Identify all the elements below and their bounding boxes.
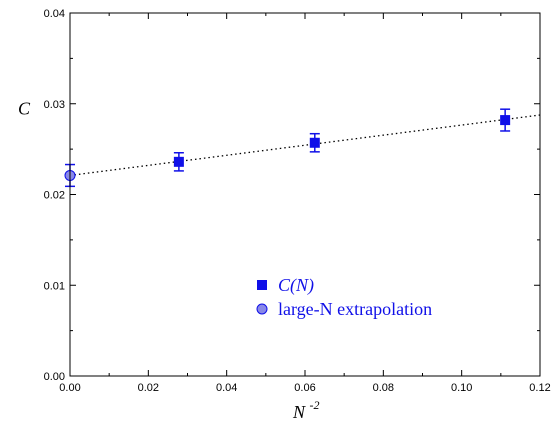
data-point bbox=[173, 152, 184, 172]
x-axis-title-exponent: -2 bbox=[310, 398, 320, 412]
square-marker bbox=[173, 156, 184, 167]
data-point bbox=[500, 108, 511, 132]
data-point bbox=[309, 132, 320, 153]
y-tick-label: 0.00 bbox=[44, 371, 65, 383]
x-axis-title-base: N bbox=[292, 402, 306, 422]
legend: C(N) large-N extrapolation bbox=[256, 275, 432, 319]
square-marker bbox=[309, 137, 320, 148]
x-tick-label: 0.04 bbox=[216, 382, 237, 394]
legend-square-marker bbox=[257, 280, 267, 290]
legend-label: C(N) bbox=[278, 275, 314, 296]
y-axis-title: C bbox=[18, 98, 31, 118]
y-tick-label: 0.01 bbox=[44, 280, 65, 292]
x-axis-title: N -2 bbox=[292, 398, 320, 422]
x-tick-label: 0.02 bbox=[138, 382, 159, 394]
x-tick-label: 0.12 bbox=[529, 382, 550, 394]
x-tick-label: 0.06 bbox=[294, 382, 315, 394]
legend-label: large-N extrapolation bbox=[278, 299, 432, 319]
x-tick-label: 0.10 bbox=[451, 382, 472, 394]
x-tick-label: 0.08 bbox=[373, 382, 394, 394]
x-tick-label: 0.00 bbox=[59, 382, 80, 394]
y-tick-label: 0.04 bbox=[44, 8, 65, 20]
legend-circle-marker bbox=[256, 303, 268, 315]
square-marker bbox=[500, 115, 511, 126]
y-tick-label: 0.03 bbox=[44, 99, 65, 111]
y-tick-label: 0.02 bbox=[44, 190, 65, 202]
plot-frame bbox=[69, 12, 541, 377]
fit-line bbox=[69, 114, 541, 177]
